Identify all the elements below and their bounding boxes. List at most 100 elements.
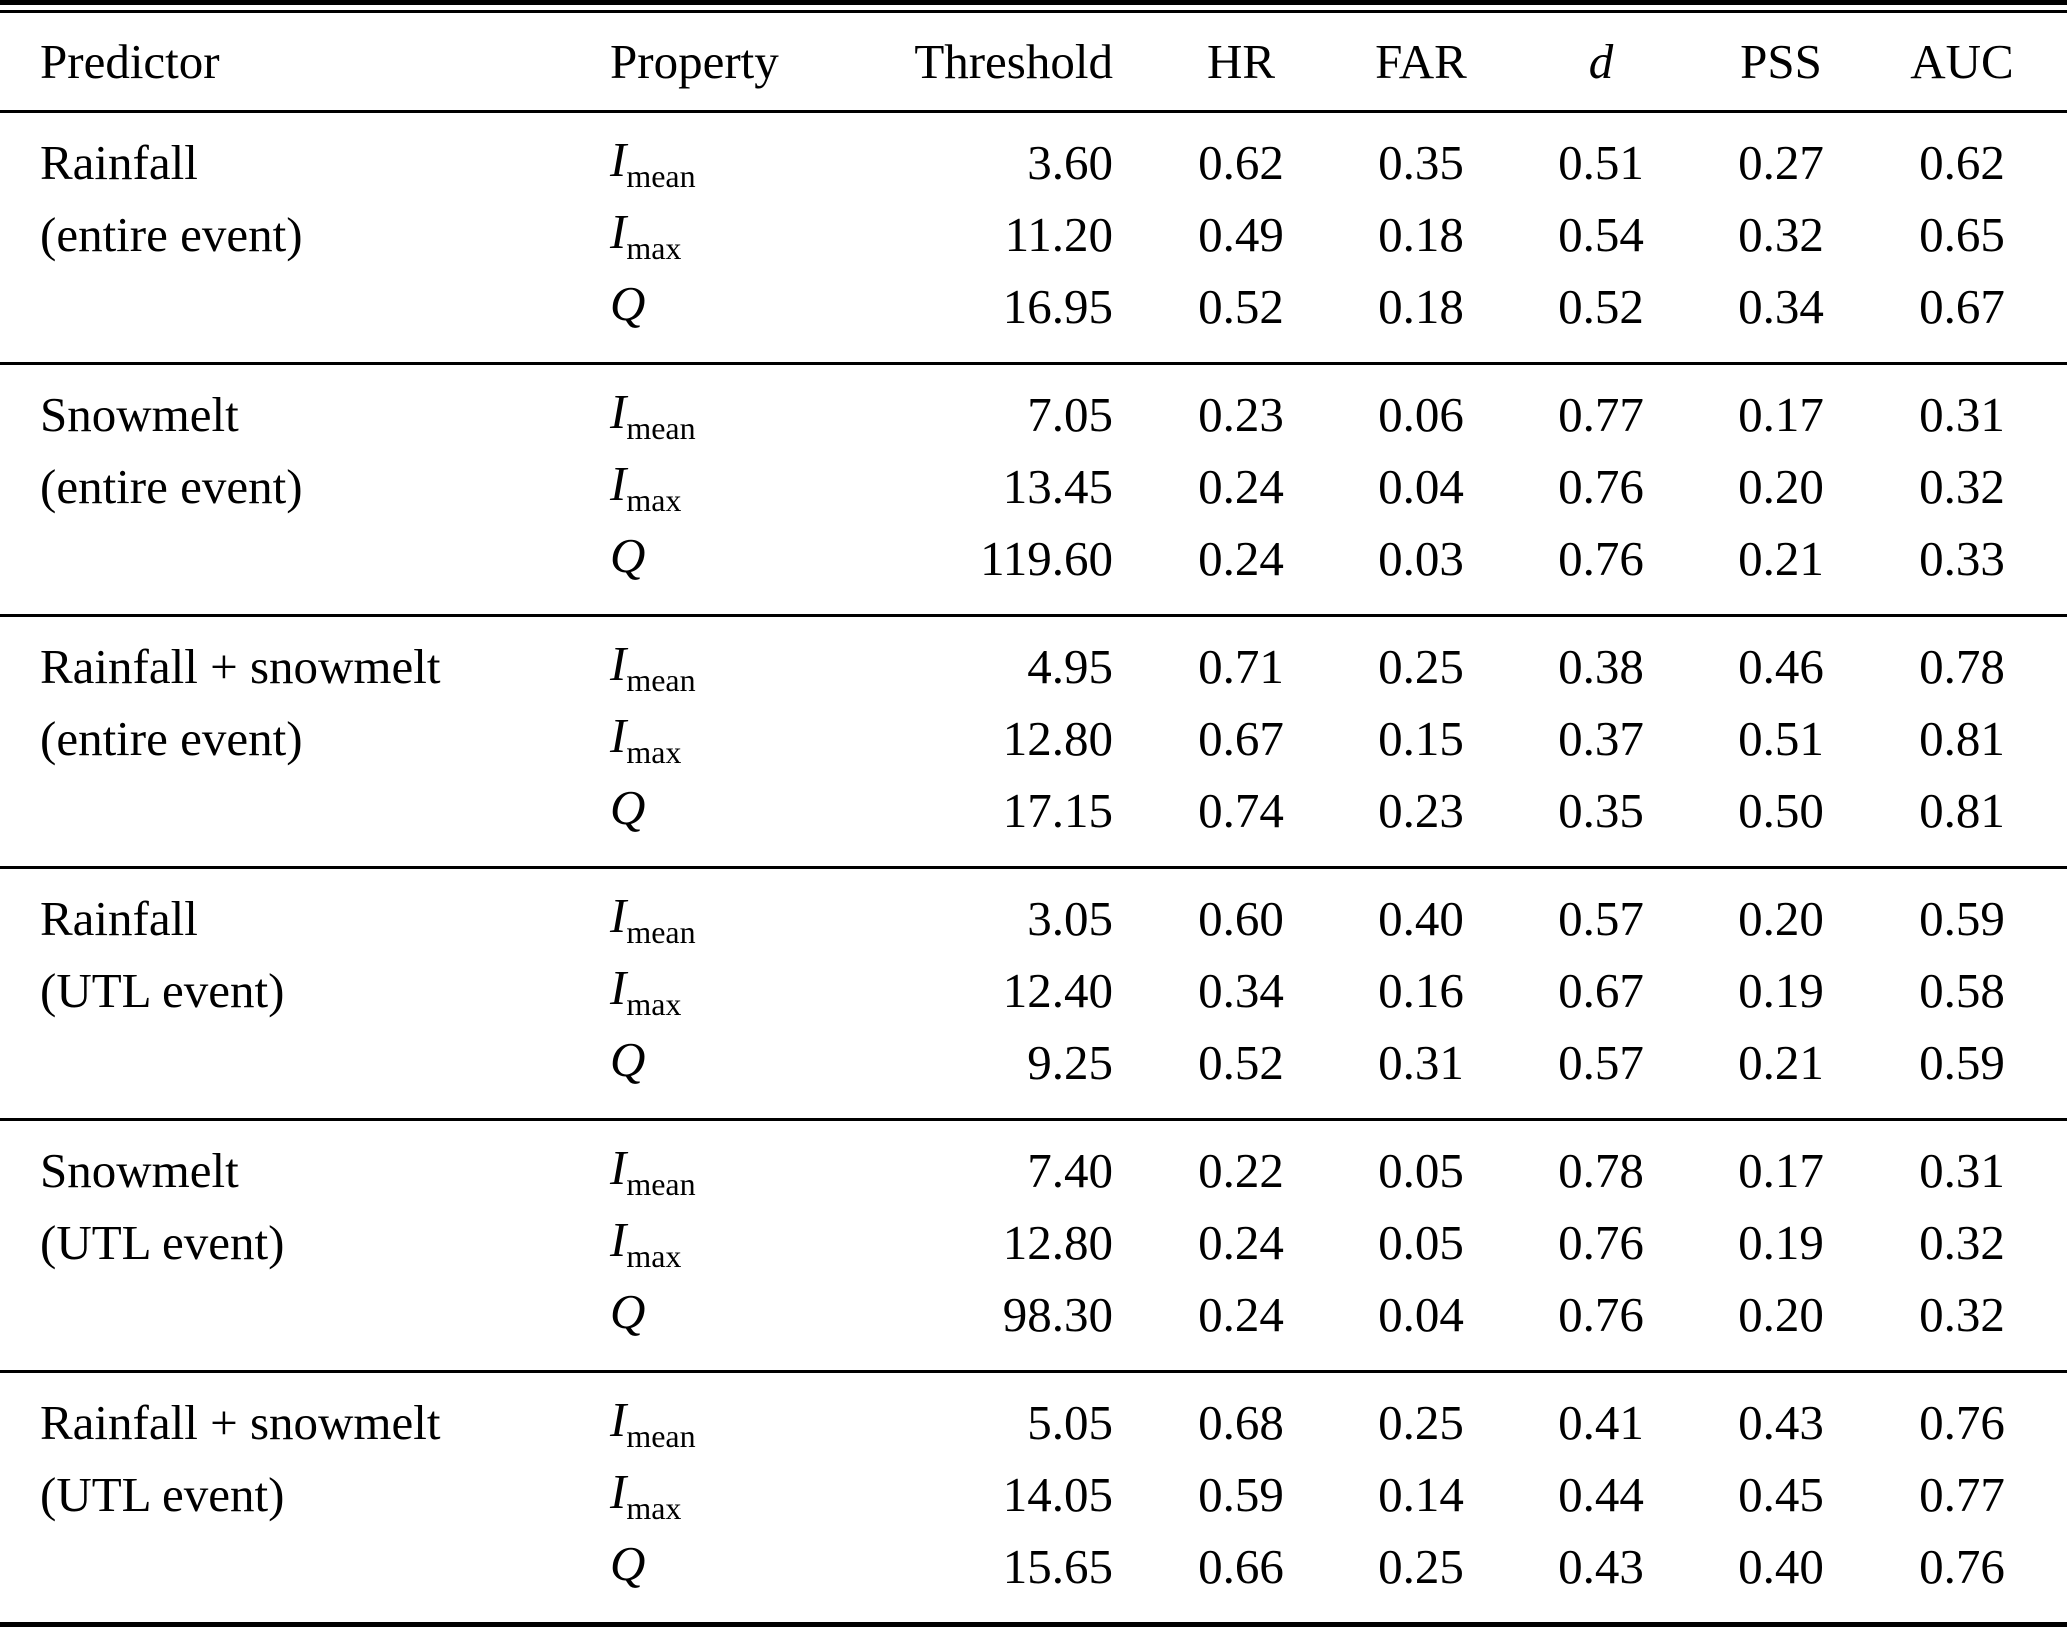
threshold-cell: 12.80 xyxy=(1002,1215,1113,1270)
d-cell: 0.76 xyxy=(1558,1287,1644,1342)
pss-cell: 0.32 xyxy=(1738,207,1824,262)
auc-cell: 0.59 xyxy=(1919,891,2005,946)
hr-cell: 0.23 xyxy=(1198,387,1284,442)
pss-cell: 0.17 xyxy=(1738,387,1824,442)
auc-cell: 0.67 xyxy=(1919,279,2005,334)
pss-cell: 0.20 xyxy=(1738,459,1824,514)
predictor-name: Rainfall xyxy=(40,134,198,190)
property-cell: Imean xyxy=(610,1371,856,1459)
pss-cell: 0.46 xyxy=(1738,639,1824,694)
far-cell: 0.25 xyxy=(1378,639,1464,694)
auc-cell: 0.78 xyxy=(1919,639,2005,694)
property-cell: Q xyxy=(610,1027,856,1120)
pss-cell: 0.40 xyxy=(1738,1539,1824,1594)
d-cell: 0.76 xyxy=(1558,531,1644,586)
property-symbol: I xyxy=(610,635,627,691)
d-cell: 0.37 xyxy=(1558,711,1644,766)
predictor-name: Snowmelt xyxy=(40,1142,239,1198)
property-symbol: I xyxy=(610,455,627,511)
table-row: Imax 14.05 0.59 0.14 0.44 0.45 0.77 xyxy=(0,1459,2067,1531)
far-cell: 0.31 xyxy=(1378,1035,1464,1090)
hr-cell: 0.71 xyxy=(1198,639,1284,694)
threshold-cell: 5.05 xyxy=(1027,1395,1113,1450)
far-cell: 0.06 xyxy=(1378,387,1464,442)
property-subscript: mean xyxy=(626,1417,696,1454)
threshold-cell: 14.05 xyxy=(1002,1467,1113,1522)
predictor-event-type: (UTL event) xyxy=(40,962,285,1018)
hr-cell: 0.22 xyxy=(1198,1143,1284,1198)
auc-cell: 0.32 xyxy=(1919,459,2005,514)
auc-cell: 0.33 xyxy=(1919,531,2005,586)
table-row: Q 9.25 0.52 0.31 0.57 0.21 0.59 xyxy=(0,1027,2067,1120)
property-subscript: mean xyxy=(626,913,696,950)
d-cell: 0.57 xyxy=(1558,1035,1644,1090)
hr-cell: 0.66 xyxy=(1198,1539,1284,1594)
property-symbol: I xyxy=(610,959,627,1015)
group-snowmelt-entire: Snowmelt (entire event) Imean 7.05 0.23 … xyxy=(0,363,2067,615)
d-cell: 0.76 xyxy=(1558,459,1644,514)
d-cell: 0.43 xyxy=(1558,1539,1644,1594)
auc-cell: 0.81 xyxy=(1919,783,2005,838)
group-rain-snow-utl: Rainfall + snowmelt (UTL event) Imean 5.… xyxy=(0,1371,2067,1622)
threshold-cell: 16.95 xyxy=(1002,279,1113,334)
d-cell: 0.77 xyxy=(1558,387,1644,442)
property-subscript: max xyxy=(626,229,682,266)
predictor-event-type: (entire event) xyxy=(40,206,303,262)
threshold-cell: 7.05 xyxy=(1027,387,1113,442)
predictor-name: Snowmelt xyxy=(40,386,239,442)
table-row: Q 15.65 0.66 0.25 0.43 0.40 0.76 xyxy=(0,1531,2067,1622)
far-cell: 0.35 xyxy=(1378,135,1464,190)
auc-cell: 0.76 xyxy=(1919,1395,2005,1450)
threshold-cell: 4.95 xyxy=(1027,639,1113,694)
property-subscript: max xyxy=(626,733,682,770)
table-top-thick-rule xyxy=(0,0,2067,5)
table-bottom-thick-rule xyxy=(0,1621,2067,1627)
table-row: Q 119.60 0.24 0.03 0.76 0.21 0.33 xyxy=(0,523,2067,616)
hr-cell: 0.60 xyxy=(1198,891,1284,946)
pss-cell: 0.20 xyxy=(1738,891,1824,946)
pss-cell: 0.45 xyxy=(1738,1467,1824,1522)
hr-cell: 0.62 xyxy=(1198,135,1284,190)
table-row: Imax 12.40 0.34 0.16 0.67 0.19 0.58 xyxy=(0,955,2067,1027)
property-cell: Imax xyxy=(610,1207,856,1279)
property-symbol: Q xyxy=(610,1535,646,1591)
far-cell: 0.04 xyxy=(1378,459,1464,514)
column-header-d: d xyxy=(1588,33,1614,89)
group-snowmelt-utl: Snowmelt (UTL event) Imean 7.40 0.22 0.0… xyxy=(0,1119,2067,1371)
pss-cell: 0.27 xyxy=(1738,135,1824,190)
property-cell: Imean xyxy=(610,615,856,703)
predictor-name: Rainfall + snowmelt xyxy=(40,1394,441,1450)
d-cell: 0.38 xyxy=(1558,639,1644,694)
property-cell: Imax xyxy=(610,451,856,523)
property-symbol: I xyxy=(610,1391,627,1447)
group-rain-snow-entire: Rainfall + snowmelt (entire event) Imean… xyxy=(0,615,2067,867)
d-cell: 0.51 xyxy=(1558,135,1644,190)
pss-cell: 0.50 xyxy=(1738,783,1824,838)
d-cell: 0.35 xyxy=(1558,783,1644,838)
table-row: Imax 12.80 0.67 0.15 0.37 0.51 0.81 xyxy=(0,703,2067,775)
property-cell: Imean xyxy=(610,111,856,199)
d-cell: 0.54 xyxy=(1558,207,1644,262)
d-cell: 0.78 xyxy=(1558,1143,1644,1198)
property-subscript: max xyxy=(626,1237,682,1274)
property-cell: Imean xyxy=(610,867,856,955)
hr-cell: 0.74 xyxy=(1198,783,1284,838)
auc-cell: 0.32 xyxy=(1919,1215,2005,1270)
property-subscript: mean xyxy=(626,1165,696,1202)
predictor-cell: Snowmelt (entire event) xyxy=(0,363,610,615)
property-cell: Imax xyxy=(610,955,856,1027)
predictor-cell: Snowmelt (UTL event) xyxy=(0,1119,610,1371)
property-cell: Imean xyxy=(610,363,856,451)
pss-cell: 0.51 xyxy=(1738,711,1824,766)
pss-cell: 0.34 xyxy=(1738,279,1824,334)
table-row: Q 98.30 0.24 0.04 0.76 0.20 0.32 xyxy=(0,1279,2067,1372)
property-cell: Imax xyxy=(610,199,856,271)
d-cell: 0.76 xyxy=(1558,1215,1644,1270)
table-row: Rainfall (UTL event) Imean 3.05 0.60 0.4… xyxy=(0,867,2067,1018)
column-header-far: FAR xyxy=(1375,33,1467,89)
column-header-pss: PSS xyxy=(1740,33,1822,89)
threshold-cell: 15.65 xyxy=(1002,1539,1113,1594)
property-cell: Imax xyxy=(610,1459,856,1531)
predictor-cell: Rainfall (UTL event) xyxy=(0,867,610,1119)
d-cell: 0.41 xyxy=(1558,1395,1644,1450)
